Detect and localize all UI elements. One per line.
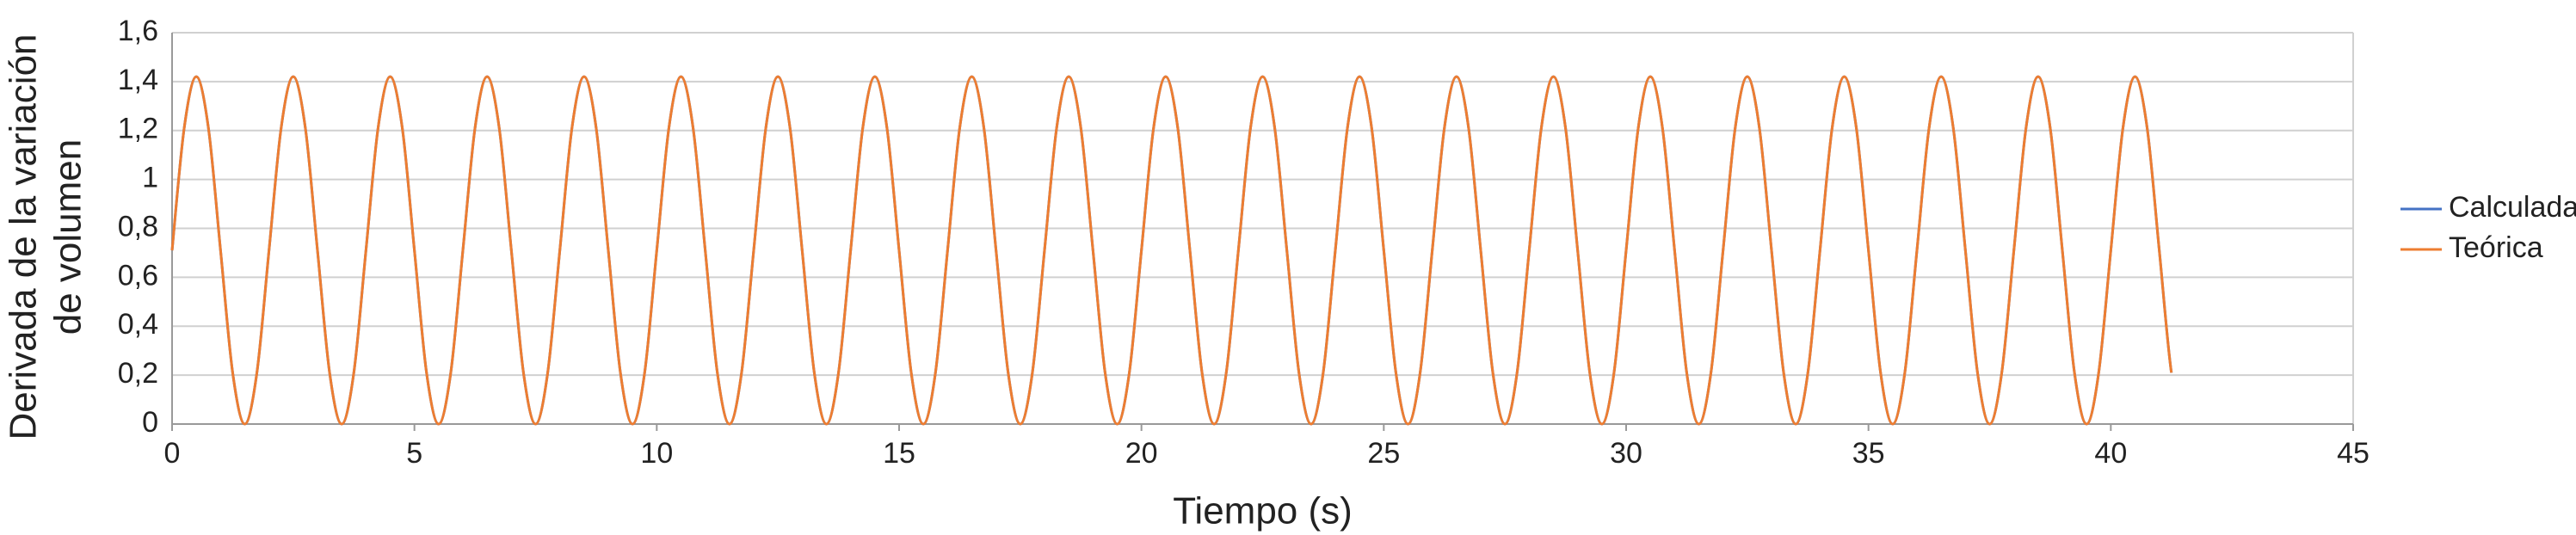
x-tick-label: 45 xyxy=(2337,437,2370,470)
y-axis-label: de volumen xyxy=(47,139,89,335)
y-tick-label: 1 xyxy=(142,162,158,194)
y-tick-label: 1,4 xyxy=(118,64,158,96)
y-tick-label: 1,6 xyxy=(118,15,158,47)
legend-label: Teórica xyxy=(2449,231,2543,264)
legend-label: Calculada xyxy=(2449,191,2576,224)
x-tick-label: 0 xyxy=(164,437,181,470)
y-tick-label: 0,8 xyxy=(118,210,158,243)
x-axis-label: Tiempo (s) xyxy=(1173,490,1353,532)
x-tick-label: 15 xyxy=(883,437,915,470)
y-tick-label: 0,2 xyxy=(118,357,158,390)
y-tick-label: 0,4 xyxy=(118,308,158,341)
x-tick-label: 35 xyxy=(1852,437,1885,470)
y-axis-label: Derivada de la variación xyxy=(3,34,45,440)
y-tick-label: 0,6 xyxy=(118,259,158,292)
y-tick-label: 0 xyxy=(142,406,158,439)
x-tick-label: 25 xyxy=(1367,437,1400,470)
x-tick-label: 40 xyxy=(2094,437,2127,470)
x-tick-label: 5 xyxy=(406,437,422,470)
y-tick-label: 1,2 xyxy=(118,113,158,145)
x-tick-label: 20 xyxy=(1125,437,1158,470)
series-line xyxy=(170,75,2173,426)
x-tick-label: 30 xyxy=(1610,437,1642,470)
series-line xyxy=(170,75,2173,426)
x-tick-label: 10 xyxy=(640,437,673,470)
